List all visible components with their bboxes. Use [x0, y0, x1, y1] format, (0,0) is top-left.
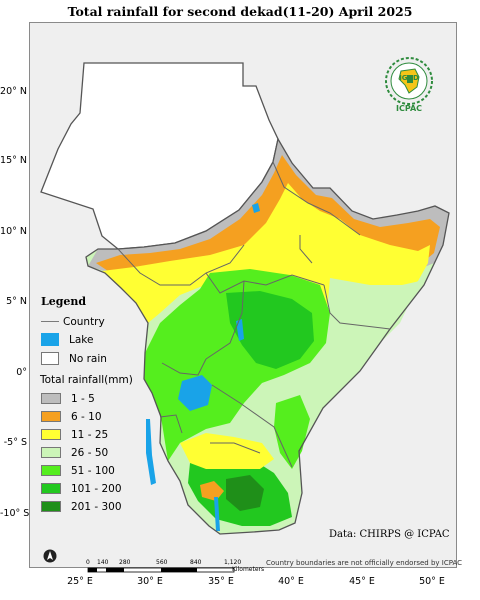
- scale-tick: 560: [156, 559, 168, 566]
- legend-country: Country: [41, 315, 105, 328]
- class-swatch: [41, 429, 61, 440]
- country-line-swatch: [41, 321, 59, 322]
- class-swatch: [41, 447, 61, 458]
- lat-tick-label: 0°: [16, 367, 27, 378]
- lon-tick-label: 50° E: [419, 576, 445, 587]
- legend-lake-label: Lake: [69, 333, 94, 346]
- logo-center: ICPAC: [395, 104, 423, 113]
- scale-bar: 0 140 280 560 840 1,120 Kilometers: [84, 559, 274, 574]
- legend-class: 201 - 300: [41, 500, 122, 513]
- lake-tanganyika: [146, 419, 156, 485]
- lat-tick-label: 10° N: [0, 226, 27, 237]
- legend-class: 6 - 10: [41, 410, 102, 423]
- legend-no-rain-label: No rain: [69, 352, 107, 365]
- igad-logo: [383, 55, 435, 107]
- legend-class: 101 - 200: [41, 482, 122, 495]
- north-arrow-icon: [43, 549, 57, 563]
- lon-tick-label: 30° E: [137, 576, 163, 587]
- scale-tick: 1,120: [224, 559, 242, 566]
- class-label: 26 - 50: [71, 446, 109, 459]
- rain-11-25-tanzania: [180, 433, 274, 469]
- class-label: 6 - 10: [71, 410, 102, 423]
- legend-title: Legend: [41, 295, 87, 308]
- data-source: Data: CHIRPS @ ICPAC: [329, 529, 450, 540]
- class-swatch: [41, 411, 61, 422]
- somalia-rain-26-50: [326, 278, 420, 373]
- rain-6-10-tanzania: [200, 481, 224, 501]
- lon-tick-label: 40° E: [278, 576, 304, 587]
- rain-201-300-patch: [226, 475, 264, 511]
- lat-tick-label: -10° S: [0, 508, 30, 519]
- legend-country-label: Country: [63, 315, 105, 328]
- scale-unit: Kilometers: [232, 566, 265, 573]
- legend-class: 11 - 25: [41, 428, 108, 441]
- map-title: Total rainfall for second dekad(11-20) A…: [67, 4, 413, 19]
- lat-tick-label: 15° N: [0, 155, 27, 166]
- class-label: 201 - 300: [71, 500, 122, 513]
- no-rain-swatch: [41, 352, 59, 365]
- lat-tick-label: 20° N: [0, 86, 27, 97]
- legend-lake: Lake: [41, 333, 93, 346]
- lake-turkana: [236, 319, 244, 341]
- legend-class: 51 - 100: [41, 464, 115, 477]
- scale-tick: 280: [119, 559, 131, 566]
- legend-rainfall-title: Total rainfall(mm): [40, 374, 133, 386]
- scale-tick: 840: [190, 559, 202, 566]
- class-label: 1 - 5: [71, 392, 95, 405]
- lake-malawi: [214, 497, 220, 531]
- legend-class: 26 - 50: [41, 446, 108, 459]
- lon-tick-label: 35° E: [208, 576, 234, 587]
- lat-tick-label: -5° S: [3, 437, 27, 448]
- lon-tick-label: 25° E: [67, 576, 93, 587]
- class-swatch: [41, 393, 61, 404]
- scale-tick: 140: [97, 559, 109, 566]
- country-borders: [117, 161, 391, 468]
- class-label: 51 - 100: [71, 464, 115, 477]
- map-frame: [29, 22, 457, 568]
- lake-swatch: [41, 333, 59, 346]
- class-label: 101 - 200: [71, 482, 122, 495]
- scale-tick: 0: [86, 559, 90, 566]
- lat-tick-label: 5° N: [6, 296, 27, 307]
- class-swatch: [41, 483, 61, 494]
- rain-51-100-southeast: [274, 395, 310, 469]
- lake-tana: [252, 203, 260, 213]
- logo-org: IGAD: [399, 74, 419, 82]
- lake-victoria: [178, 375, 212, 411]
- class-swatch: [41, 465, 61, 476]
- class-swatch: [41, 501, 61, 512]
- legend-class: 1 - 5: [41, 392, 95, 405]
- boundary-disclaimer: Country boundaries are not officially en…: [266, 559, 463, 567]
- lon-tick-label: 45° E: [349, 576, 375, 587]
- region-outline: [85, 137, 450, 535]
- class-label: 11 - 25: [71, 428, 109, 441]
- rain-101-200-core: [226, 291, 314, 369]
- legend-no-rain: No rain: [41, 352, 107, 365]
- rainfall-map: [40, 62, 450, 535]
